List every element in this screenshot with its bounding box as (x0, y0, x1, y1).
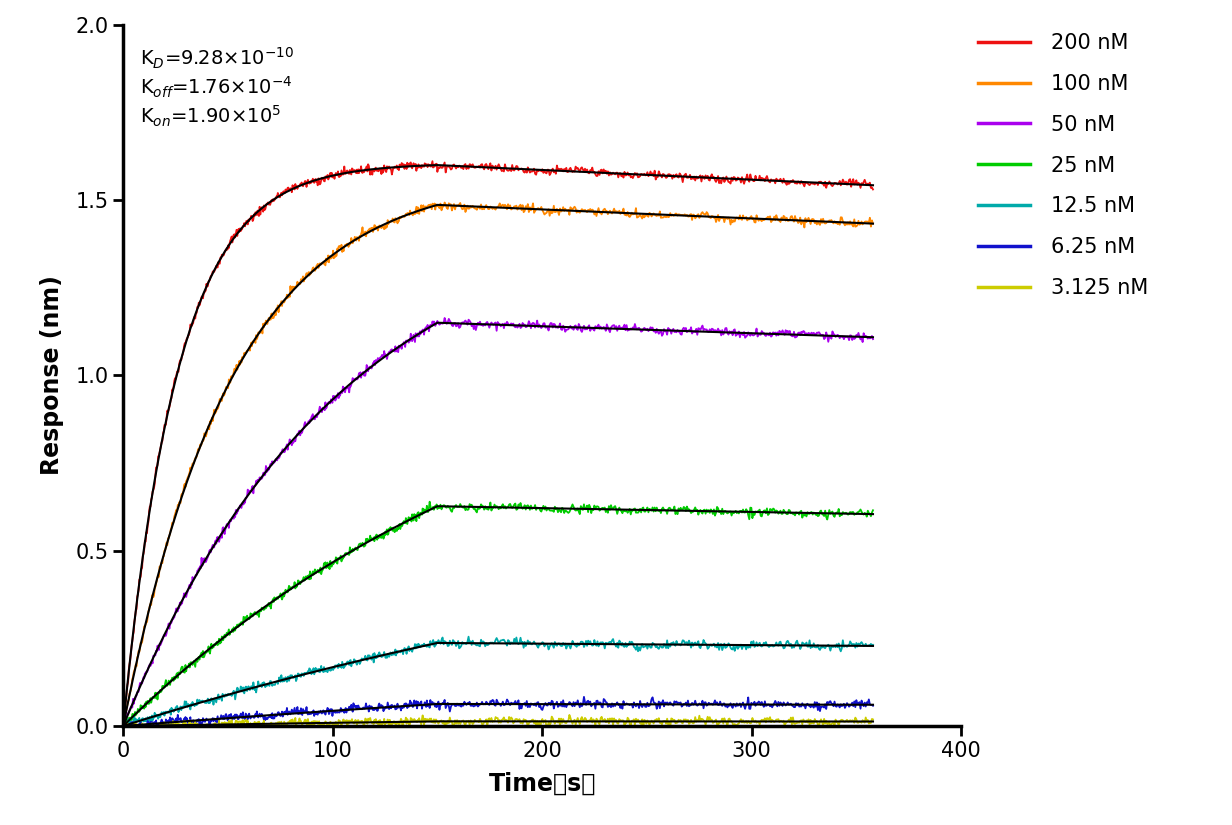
X-axis label: Time（s）: Time（s） (488, 771, 596, 795)
Legend: 200 nM, 100 nM, 50 nM, 25 nM, 12.5 nM, 6.25 nM, 3.125 nM: 200 nM, 100 nM, 50 nM, 25 nM, 12.5 nM, 6… (970, 25, 1156, 306)
Y-axis label: Response (nm): Response (nm) (41, 276, 64, 475)
Text: K$_D$=9.28×10$^{-10}$
K$_{off}$=1.76×10$^{-4}$
K$_{on}$=1.90×10$^{5}$: K$_D$=9.28×10$^{-10}$ K$_{off}$=1.76×10$… (140, 45, 294, 130)
